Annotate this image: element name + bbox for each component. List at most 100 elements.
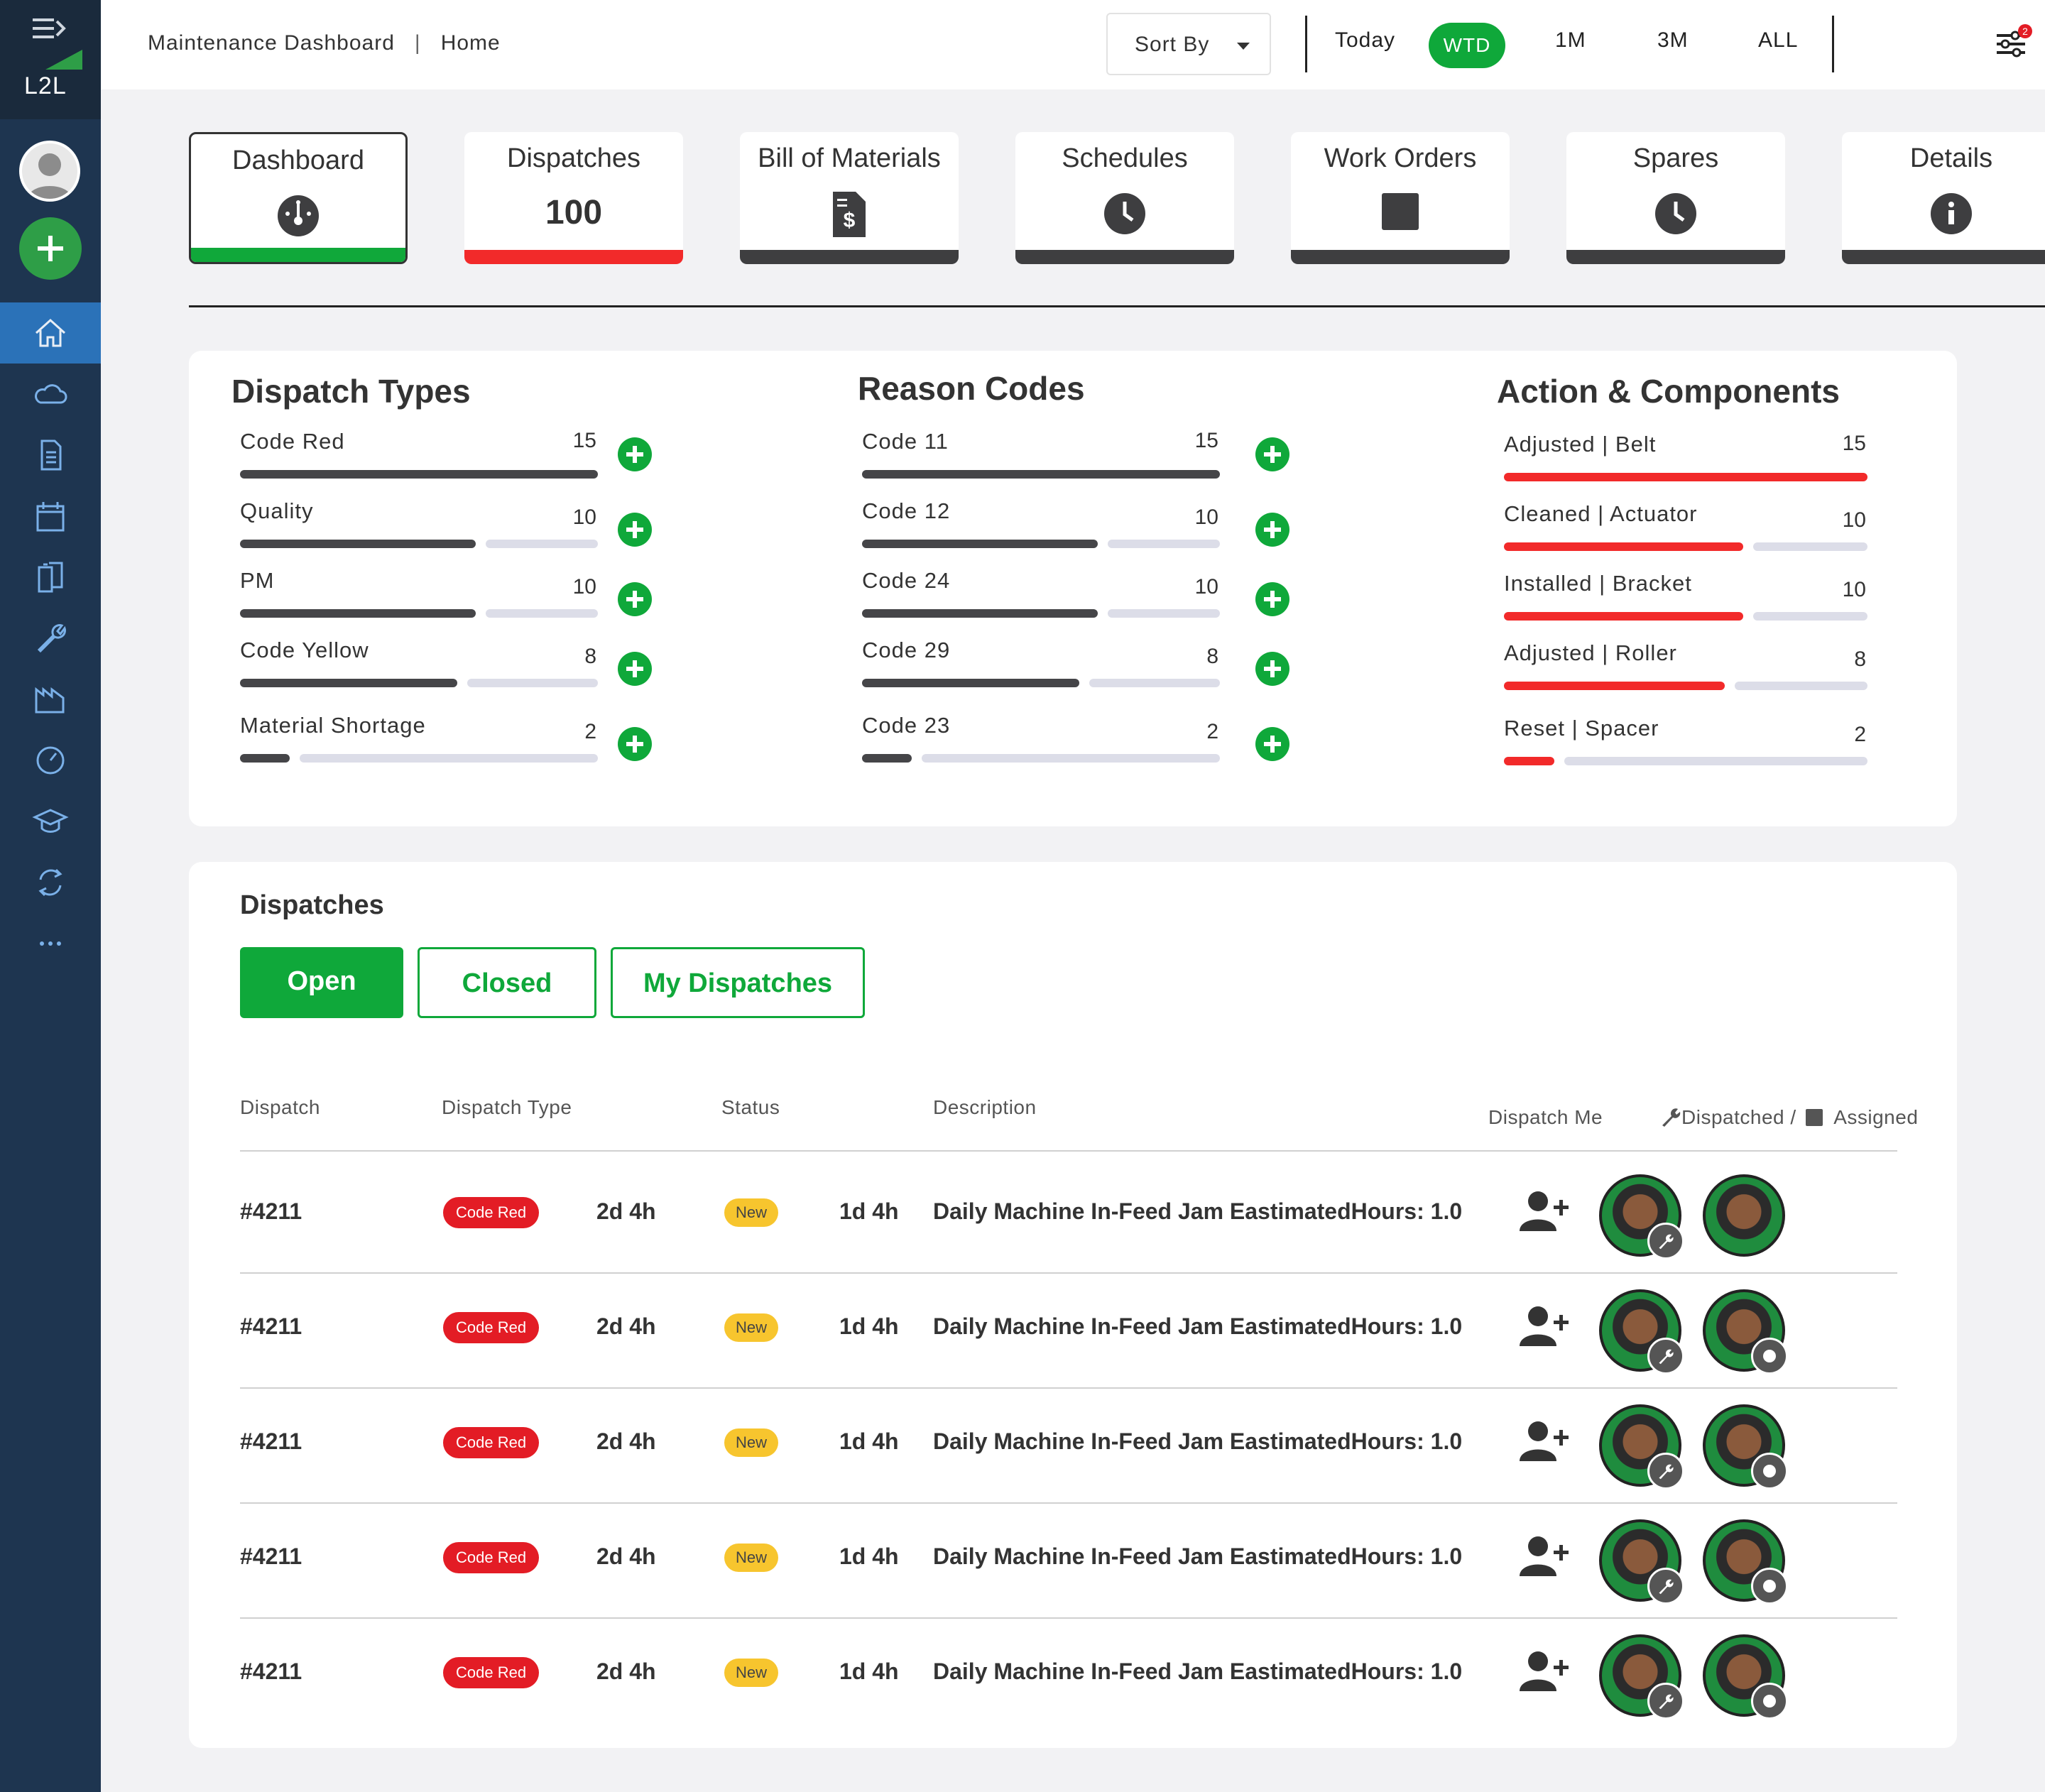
- table-row[interactable]: #4211 Code Red 2d 4h New 1d 4h Daily Machine …: [240, 1157, 1897, 1272]
- breadcrumb-app[interactable]: Maintenance Dashboard: [148, 31, 395, 55]
- dispatch-id[interactable]: #4211: [240, 1198, 302, 1224]
- dispatch-id[interactable]: #4211: [240, 1428, 302, 1454]
- table-row[interactable]: #4211 Code Red 2d 4h New 1d 4h Daily Machine …: [240, 1502, 1897, 1617]
- dispatch-me-button[interactable]: [1518, 1647, 1575, 1700]
- wrench-icon: [1662, 1108, 1681, 1127]
- nav-training[interactable]: [0, 791, 101, 852]
- range-1m[interactable]: 1M: [1555, 28, 1586, 52]
- sort-by-select[interactable]: Sort By: [1106, 13, 1271, 75]
- add-stat-button[interactable]: [618, 437, 652, 471]
- assigned-technician-avatar[interactable]: [1703, 1404, 1788, 1490]
- stat-bar: [862, 470, 1220, 479]
- add-stat-button[interactable]: [1255, 437, 1289, 471]
- nav-cloud[interactable]: [0, 364, 101, 425]
- section-divider: [189, 305, 2045, 307]
- assigned-technician-avatar[interactable]: [1703, 1634, 1788, 1720]
- status-badge: New: [724, 1313, 779, 1342]
- dispatch-me-button[interactable]: [1518, 1187, 1575, 1240]
- dispatch-type-badge: Code Red: [443, 1312, 540, 1343]
- tile-dashboard[interactable]: Dashboard: [189, 132, 408, 264]
- status-badge: New: [724, 1198, 779, 1227]
- nav-tools[interactable]: [0, 608, 101, 669]
- dispatch-me-button[interactable]: [1518, 1417, 1575, 1470]
- range-all[interactable]: ALL: [1758, 28, 1799, 52]
- stat-bar-fill: [862, 754, 912, 763]
- dispatched-technician-avatar[interactable]: [1599, 1404, 1684, 1490]
- breadcrumb-page[interactable]: Home: [440, 31, 501, 55]
- chevron-down-icon: [1237, 43, 1250, 50]
- add-stat-button[interactable]: [618, 652, 652, 686]
- stat-bar-fill: [862, 679, 1079, 687]
- wrench-badge-icon: [1647, 1568, 1684, 1605]
- dispatched-technician-avatar[interactable]: [1599, 1174, 1684, 1260]
- dispatches-card: Dispatches Open Closed My Dispatches Dis…: [189, 862, 1957, 1748]
- plus-icon: [1264, 521, 1281, 538]
- add-stat-button[interactable]: [618, 582, 652, 616]
- dispatch-id[interactable]: #4211: [240, 1313, 302, 1339]
- stat-row: Code 23 2: [862, 713, 1220, 777]
- table-row[interactable]: #4211 Code Red 2d 4h New 1d 4h Daily Machine …: [240, 1387, 1897, 1502]
- stat-bar-remainder: [1108, 609, 1220, 618]
- tile-title: Schedules: [1062, 143, 1188, 173]
- range-wtd[interactable]: WTD: [1429, 23, 1505, 68]
- graduation-cap-icon: [32, 809, 69, 833]
- dispatch-id[interactable]: #4211: [240, 1544, 302, 1569]
- add-stat-button[interactable]: [618, 513, 652, 547]
- notification-count: 2: [2022, 26, 2028, 37]
- tile-dispatches[interactable]: Dispatches 100: [464, 132, 683, 264]
- filter-button[interactable]: 2: [1994, 24, 2036, 67]
- nav-gauge[interactable]: [0, 730, 101, 791]
- stat-label: Adjusted | Belt: [1504, 432, 1657, 457]
- nav-clipboard[interactable]: [0, 547, 101, 608]
- add-stat-button[interactable]: [618, 727, 652, 761]
- add-stat-button[interactable]: [1255, 582, 1289, 616]
- dispatched-technician-avatar[interactable]: [1599, 1519, 1684, 1605]
- clipboard-icon: [38, 562, 63, 593]
- add-stat-button[interactable]: [1255, 727, 1289, 761]
- collapse-menu-icon[interactable]: [33, 16, 68, 45]
- factory-icon: [35, 687, 65, 714]
- range-3m[interactable]: 3M: [1657, 28, 1689, 52]
- nav-more[interactable]: [0, 913, 101, 974]
- tile-work-orders[interactable]: Work Orders: [1291, 132, 1510, 264]
- svg-text:$: $: [844, 209, 856, 232]
- dispatched-technician-avatar[interactable]: [1599, 1289, 1684, 1375]
- range-today[interactable]: Today: [1335, 28, 1396, 52]
- dispatch-me-button[interactable]: [1518, 1302, 1575, 1355]
- stat-value: 2: [1206, 720, 1218, 743]
- nav-factory[interactable]: [0, 669, 101, 730]
- stat-bar: [1504, 757, 1867, 765]
- divider: [1832, 16, 1834, 72]
- tab-my-dispatches[interactable]: My Dispatches: [611, 947, 865, 1018]
- breadcrumb-separator: |: [414, 31, 421, 55]
- nav-home[interactable]: [0, 302, 101, 364]
- status-age: 1d 4h: [839, 1313, 899, 1339]
- add-stat-button[interactable]: [1255, 513, 1289, 547]
- user-avatar[interactable]: [19, 141, 80, 202]
- tile-details[interactable]: Details: [1842, 132, 2045, 264]
- stat-label: Installed | Bracket: [1504, 571, 1692, 596]
- dispatch-id[interactable]: #4211: [240, 1659, 302, 1684]
- assigned-technician-avatar[interactable]: [1703, 1174, 1785, 1257]
- tab-open[interactable]: Open: [240, 947, 403, 1018]
- tile-spares[interactable]: Spares: [1566, 132, 1785, 264]
- invoice-dollar-icon: $: [833, 192, 866, 241]
- add-stat-button[interactable]: [1255, 652, 1289, 686]
- nav-documents[interactable]: [0, 425, 101, 486]
- dispatched-technician-avatar[interactable]: [1599, 1634, 1684, 1720]
- tile-indicator-bar: [1566, 250, 1785, 264]
- assigned-technician-avatar[interactable]: [1703, 1519, 1788, 1605]
- tile-title: Bill of Materials: [758, 143, 941, 173]
- stat-bar: [1504, 612, 1867, 621]
- nav-cycle[interactable]: [0, 852, 101, 913]
- tab-closed[interactable]: Closed: [418, 947, 596, 1018]
- table-row[interactable]: #4211 Code Red 2d 4h New 1d 4h Daily Machine …: [240, 1617, 1897, 1732]
- assigned-technician-avatar[interactable]: [1703, 1289, 1788, 1375]
- dispatch-me-button[interactable]: [1518, 1532, 1575, 1585]
- table-row[interactable]: #4211 Code Red 2d 4h New 1d 4h Daily Machine …: [240, 1272, 1897, 1387]
- nav-calendar[interactable]: [0, 486, 101, 547]
- tile-schedules[interactable]: Schedules: [1015, 132, 1234, 264]
- tile-bill-of-materials[interactable]: Bill of Materials $: [740, 132, 959, 264]
- add-button[interactable]: [19, 217, 82, 280]
- stat-row: Material Shortage 2: [240, 713, 598, 777]
